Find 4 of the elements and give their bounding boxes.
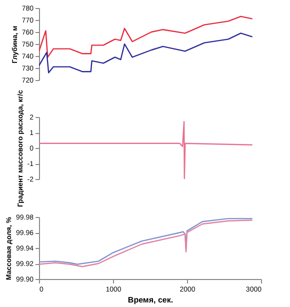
x-axis-title: Время, сек. (128, 296, 174, 304)
line-series (39, 121, 253, 179)
line-series (39, 32, 253, 74)
line-series (39, 16, 253, 58)
